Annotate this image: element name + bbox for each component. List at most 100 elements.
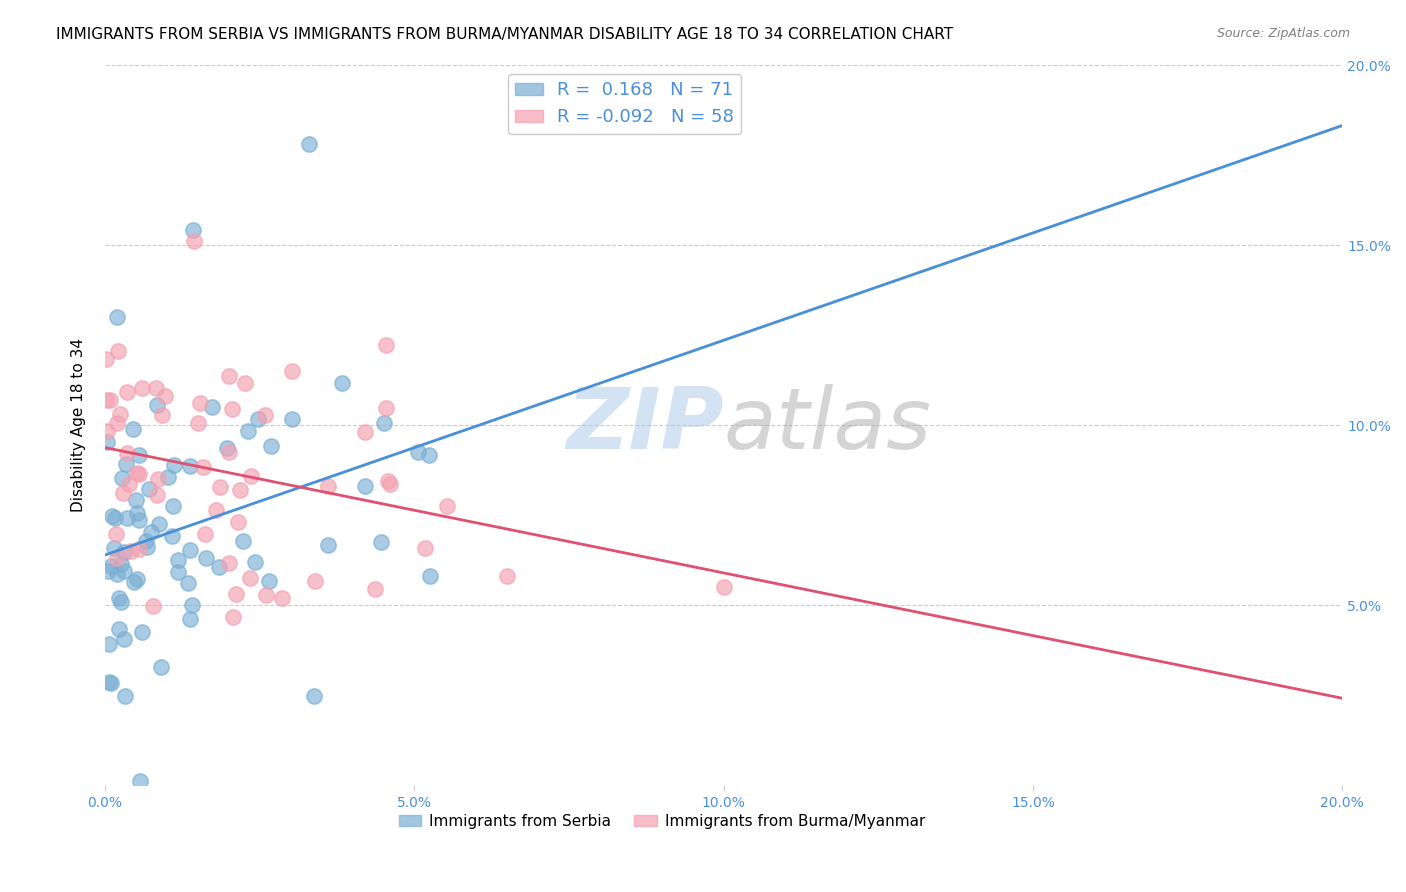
Point — [96, 424, 118, 438]
Point — [204, 503, 226, 517]
Point — [108, 591, 131, 605]
Point — [188, 395, 211, 409]
Y-axis label: Disability Age 18 to 34: Disability Age 18 to 34 — [72, 338, 86, 512]
Point — [157, 470, 180, 484]
Point — [179, 459, 201, 474]
Point — [239, 469, 262, 483]
Point — [131, 381, 153, 395]
Point — [96, 434, 118, 449]
Point — [354, 479, 377, 493]
Point — [373, 416, 395, 430]
Point — [419, 569, 441, 583]
Point — [118, 477, 141, 491]
Point — [245, 555, 267, 569]
Point — [105, 567, 128, 582]
Point — [218, 444, 240, 458]
Point — [145, 488, 167, 502]
Point — [97, 564, 120, 578]
Point — [316, 538, 339, 552]
Point — [128, 542, 150, 557]
Point — [180, 598, 202, 612]
Point — [104, 527, 127, 541]
Point — [100, 559, 122, 574]
Point — [254, 408, 277, 422]
Point — [136, 540, 159, 554]
Point — [194, 551, 217, 566]
Point — [107, 343, 129, 358]
Point — [148, 516, 170, 531]
Point — [163, 458, 186, 473]
Point — [128, 467, 150, 481]
Point — [155, 389, 177, 403]
Point — [124, 575, 146, 590]
Point — [228, 515, 250, 529]
Point — [105, 310, 128, 324]
Point — [280, 412, 302, 426]
Point — [201, 401, 224, 415]
Legend: Immigrants from Serbia, Immigrants from Burma/Myanmar: Immigrants from Serbia, Immigrants from … — [392, 808, 931, 835]
Point — [150, 408, 173, 422]
Point — [496, 569, 519, 583]
Point — [167, 565, 190, 579]
Point — [145, 381, 167, 395]
Point — [406, 445, 429, 459]
Point — [377, 474, 399, 488]
Text: IMMIGRANTS FROM SERBIA VS IMMIGRANTS FROM BURMA/MYANMAR DISABILITY AGE 18 TO 34 : IMMIGRANTS FROM SERBIA VS IMMIGRANTS FRO… — [56, 27, 953, 42]
Point — [98, 675, 121, 690]
Point — [194, 527, 217, 541]
Point — [146, 472, 169, 486]
Point — [128, 512, 150, 526]
Point — [183, 234, 205, 248]
Point — [110, 595, 132, 609]
Point — [128, 774, 150, 789]
Point — [260, 439, 283, 453]
Point — [187, 417, 209, 431]
Point — [135, 534, 157, 549]
Point — [150, 659, 173, 673]
Point — [375, 338, 398, 352]
Point — [177, 575, 200, 590]
Point — [125, 467, 148, 481]
Point — [121, 422, 143, 436]
Point — [125, 506, 148, 520]
Point — [112, 545, 135, 559]
Point — [181, 223, 204, 237]
Point — [98, 637, 121, 651]
Point — [139, 524, 162, 539]
Point — [418, 448, 440, 462]
Point — [436, 499, 458, 513]
Point — [125, 572, 148, 586]
Point — [112, 564, 135, 578]
Text: atlas: atlas — [724, 384, 932, 467]
Point — [316, 478, 339, 492]
Point — [380, 476, 402, 491]
Point — [179, 612, 201, 626]
Point — [100, 676, 122, 690]
Point — [105, 416, 128, 430]
Point — [233, 376, 256, 390]
Point — [94, 352, 117, 367]
Point — [98, 393, 121, 408]
Point — [254, 588, 277, 602]
Point — [330, 376, 353, 391]
Point — [218, 368, 240, 383]
Point — [112, 486, 135, 500]
Point — [138, 482, 160, 496]
Point — [166, 552, 188, 566]
Point — [114, 457, 136, 471]
Point — [218, 556, 240, 570]
Point — [120, 543, 142, 558]
Point — [239, 572, 262, 586]
Point — [179, 543, 201, 558]
Point — [229, 483, 252, 498]
Point — [115, 511, 138, 525]
Point — [115, 384, 138, 399]
Point — [222, 610, 245, 624]
Point — [370, 534, 392, 549]
Point — [193, 459, 215, 474]
Point — [257, 574, 280, 588]
Point — [111, 471, 134, 485]
Point — [298, 137, 321, 152]
Point — [101, 509, 124, 524]
Point — [142, 599, 165, 614]
